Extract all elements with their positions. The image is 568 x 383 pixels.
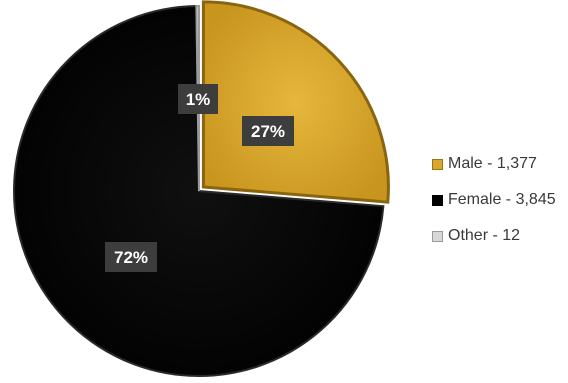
data-label-other: 1% <box>178 84 218 114</box>
legend-item-other[interactable]: Other - 12 <box>432 218 556 254</box>
legend-label-male: Male - 1,377 <box>448 155 537 172</box>
legend-swatch-female <box>432 194 443 206</box>
data-label-male: 27% <box>242 116 294 146</box>
data-label-box-male <box>242 116 294 146</box>
legend-item-female[interactable]: Female - 3,845 <box>432 182 556 218</box>
data-label-box-female <box>105 242 157 272</box>
legend-item-male[interactable]: Male - 1,377 <box>432 146 556 182</box>
legend-label-female: Female - 3,845 <box>448 191 556 208</box>
data-label-box-other <box>178 84 218 114</box>
data-label-text-female: 72% <box>114 248 148 267</box>
data-label-text-other: 1% <box>186 90 211 109</box>
legend-label-other: Other - 12 <box>448 227 521 244</box>
legend-swatch-male <box>432 158 443 170</box>
legend: Male - 1,377 Female - 3,845 Other - 12 <box>432 146 556 254</box>
data-label-female: 72% <box>105 242 157 272</box>
legend-swatch-other <box>432 230 443 242</box>
pie-slice-male[interactable] <box>201 0 390 204</box>
data-label-text-male: 27% <box>251 122 285 141</box>
